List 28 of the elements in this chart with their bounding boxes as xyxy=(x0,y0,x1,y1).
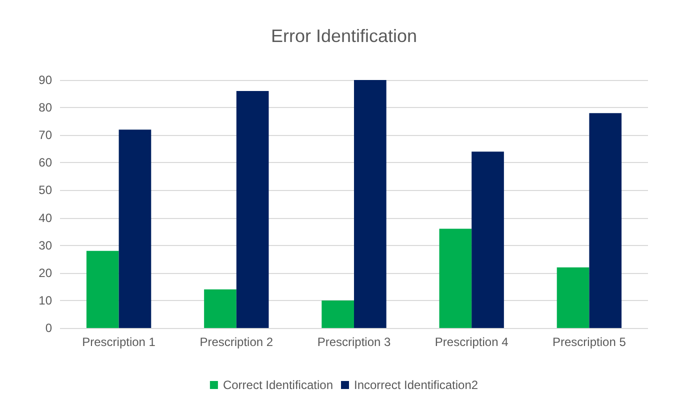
y-tick-label: 90 xyxy=(38,73,52,87)
y-tick-label: 30 xyxy=(38,238,52,252)
bar xyxy=(439,228,472,328)
chart-title: Error Identification xyxy=(270,26,418,46)
legend-label: Correct Identification xyxy=(222,378,334,392)
y-tick-label: 70 xyxy=(38,128,52,142)
bar xyxy=(86,250,119,328)
bar xyxy=(322,300,354,328)
x-tick-label: Prescription 2 xyxy=(200,335,274,349)
y-tick-label: 10 xyxy=(38,293,52,308)
x-tick-label: Prescription 5 xyxy=(552,335,626,349)
bar xyxy=(354,80,386,328)
x-tick-label: Prescription 4 xyxy=(434,335,509,349)
y-tick-label: 50 xyxy=(38,183,52,198)
bar xyxy=(589,113,622,328)
bar xyxy=(472,152,504,328)
y-tick-label: 0 xyxy=(45,321,52,335)
x-tick-label: Prescription 3 xyxy=(317,335,392,349)
legend-label: Incorrect Identification2 xyxy=(354,378,478,392)
bar xyxy=(236,91,269,328)
y-tick-label: 80 xyxy=(38,100,52,115)
bar xyxy=(118,130,152,328)
bar xyxy=(556,267,590,328)
x-tick-label: Prescription 1 xyxy=(82,335,156,349)
y-tick-label: 40 xyxy=(38,210,52,225)
bar xyxy=(204,289,236,328)
y-tick-label: 60 xyxy=(38,156,52,170)
y-tick-label: 20 xyxy=(38,266,52,280)
